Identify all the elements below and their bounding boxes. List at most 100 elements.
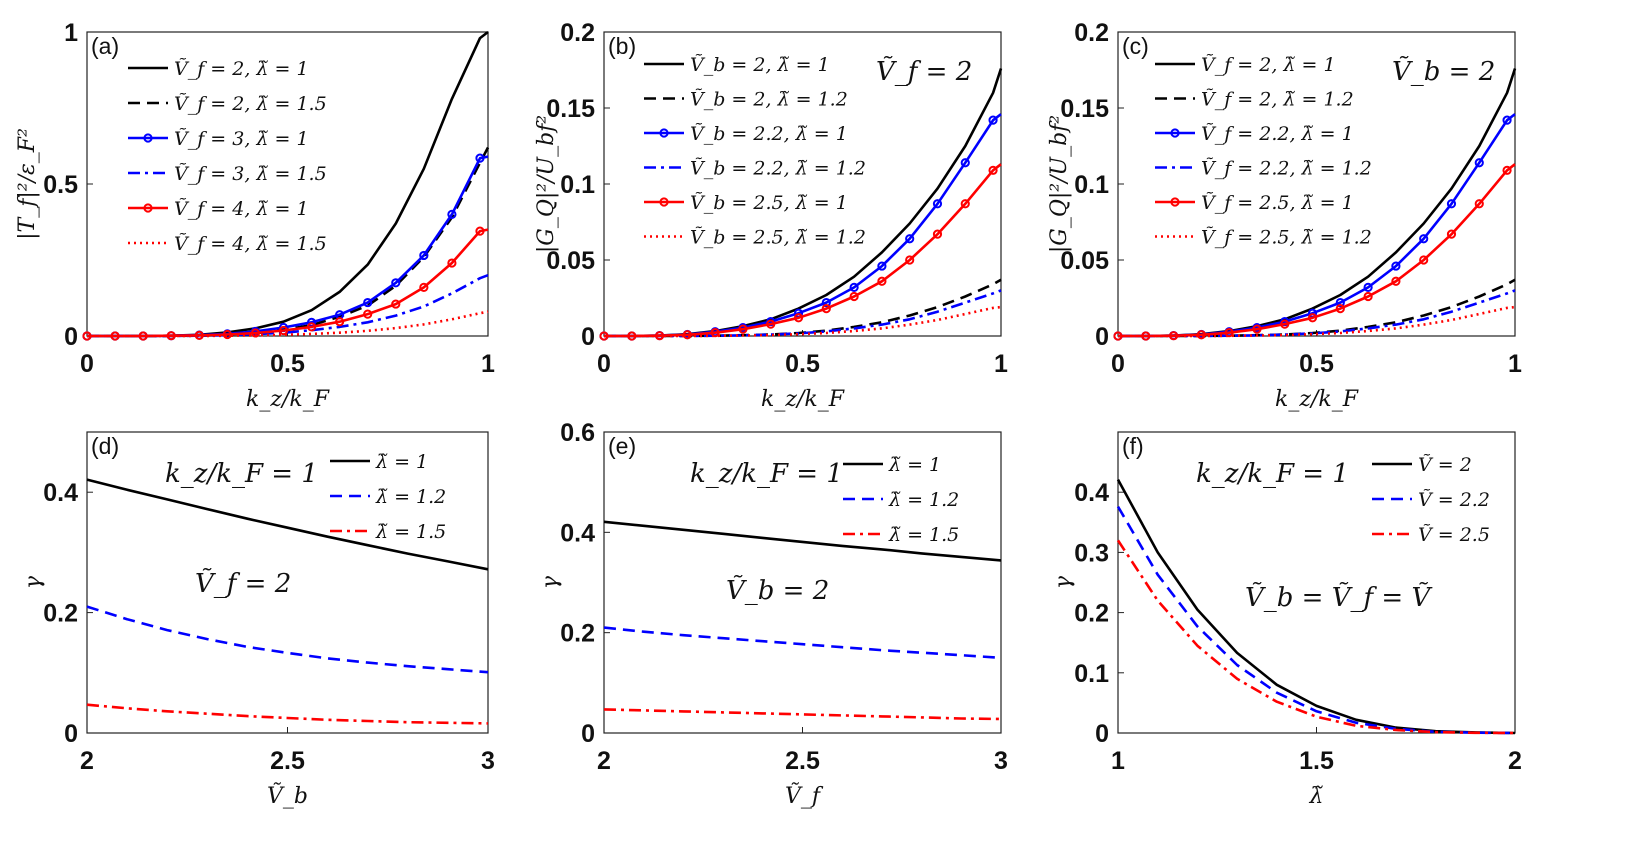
series-line-6 [604, 305, 1002, 338]
y-tick-label: 0 [581, 323, 595, 351]
x-tick-label: 2 [80, 747, 94, 775]
series-line-5 [604, 163, 1002, 338]
x-tick-label: 0 [597, 350, 611, 378]
y-tick-label: 1 [64, 19, 78, 47]
data-point [391, 299, 401, 309]
data-point [1446, 229, 1457, 239]
data-point [278, 325, 289, 336]
y-tick-label: 0.2 [560, 19, 595, 47]
series-line-6 [1118, 305, 1516, 338]
data-point [1391, 261, 1401, 271]
legend-label: Ṽ_f = 2, λ̃ = 1.2 [1201, 89, 1354, 111]
legend-label: λ̃ = 1.5 [375, 521, 446, 543]
data-point [1474, 199, 1484, 209]
series-line-3 [86, 703, 489, 725]
y-axis-label: γ [538, 575, 563, 589]
legend-marker [143, 203, 153, 213]
series-line-2 [604, 278, 1002, 338]
y-tick-label: 0 [581, 720, 595, 748]
data-point [654, 331, 665, 341]
x-axis-label: Ṽ_b [267, 781, 308, 809]
series-line-2 [1118, 278, 1516, 338]
data-point [905, 255, 915, 265]
legend-label: λ̃ = 1.5 [888, 524, 959, 546]
legend: λ̃ = 1 λ̃ = 1.2 λ̃ = 1.5 [330, 451, 446, 543]
data-point [306, 322, 317, 332]
y-axis-label: γ [1051, 575, 1076, 589]
data-point [960, 158, 970, 168]
annotation-secondary: Ṽ_f = 2 [195, 567, 291, 599]
x-tick-label: 1 [481, 350, 495, 378]
legend-label: Ṽ_f = 4, λ̃ = 1.5 [174, 233, 327, 255]
annotation: Ṽ_b = 2 [1392, 55, 1495, 87]
data-point [1113, 331, 1123, 341]
x-tick-label: 1 [1111, 747, 1125, 775]
x-tick-label: 2 [1508, 747, 1522, 775]
y-tick-label: 0.5 [43, 171, 78, 199]
y-tick-label: 0.1 [560, 171, 595, 199]
series-line-3 [1118, 113, 1516, 338]
legend-marker [143, 133, 153, 143]
data-point [932, 229, 943, 239]
legend-marker [1170, 128, 1180, 138]
data-point [905, 234, 915, 244]
data-point [1335, 304, 1345, 314]
x-tick-label: 0.5 [270, 350, 305, 378]
series-line-6 [87, 310, 489, 338]
x-tick-label: 0 [80, 350, 94, 378]
x-tick-label: 2 [597, 747, 611, 775]
data-point [419, 250, 429, 261]
data-point [766, 319, 776, 329]
data-point [475, 153, 485, 163]
y-tick-label: 0.3 [1074, 539, 1109, 567]
data-point [821, 297, 831, 308]
x-axis-label: λ̃ [1309, 784, 1324, 809]
panel-label: (d) [91, 433, 119, 459]
data-point [877, 261, 887, 271]
legend: Ṽ = 2 Ṽ = 2.2 Ṽ = 2.5 [1372, 454, 1490, 546]
series-line-5 [1118, 163, 1516, 338]
panel-a: 0 0.5 1 0 0.5 1 k_z/k_F |T_f|²/ε_F² (a) Ṽ_f = 2, … [15, 19, 495, 412]
panel-label: (a) [91, 33, 119, 59]
y-axis-label: |T_f|²/ε_F² [15, 128, 40, 240]
panel-label: (b) [608, 33, 636, 59]
legend-label: Ṽ = 2.5 [1418, 524, 1490, 546]
legend-marker [659, 128, 669, 138]
data-point [1168, 331, 1179, 341]
x-tick-label: 3 [481, 747, 495, 775]
legend-label: Ṽ_f = 3, λ̃ = 1.5 [174, 163, 327, 185]
y-axis-label: γ [21, 575, 46, 589]
y-tick-label: 0.2 [1074, 19, 1109, 47]
panel-f: 1 1.5 200.10.20.30.4λ̃γ(f)Ṽ = 2Ṽ = 2.2Ṽ = … [1051, 431, 1522, 809]
data-point [988, 115, 998, 125]
x-axis-label: k_z/k_F [1275, 387, 1359, 412]
data-point [1474, 158, 1484, 168]
data-point [1224, 328, 1234, 338]
legend-label: Ṽ_b = 2.2, λ̃ = 1.2 [690, 158, 866, 180]
data-point [710, 328, 720, 338]
panel-b: 0 0.5 1 0 0.05 0.1 0.15 0.2 k_z/k_F |G_Q|²/U_bf² (… [534, 19, 1008, 412]
x-axis-label: k_z/k_F [761, 387, 845, 412]
y-tick-label: 0.05 [546, 247, 595, 275]
y-tick-label: 0 [64, 720, 78, 748]
panel-e: 2 2.5 300.20.40.6Ṽ_fγ(e)λ̃ = 1λ̃ = 1.2λ̃ =… [538, 419, 1008, 809]
series-line-2 [86, 605, 489, 674]
data-point [391, 278, 401, 288]
legend-label: λ̃ = 1.2 [888, 489, 959, 511]
x-tick-label: 0.5 [785, 350, 820, 378]
series-line-5 [87, 228, 489, 338]
data-point [1280, 319, 1290, 329]
data-point [363, 309, 373, 319]
legend-label: Ṽ = 2.2 [1418, 489, 1490, 511]
legend-marker [1170, 197, 1180, 207]
data-point [1363, 282, 1373, 292]
data-point [1335, 297, 1345, 308]
data-point [1307, 313, 1318, 323]
legend-label: Ṽ = 2 [1418, 454, 1472, 476]
y-tick-label: 0.4 [43, 479, 78, 507]
panel-label: (c) [1122, 33, 1149, 59]
legend-label: λ̃ = 1.2 [375, 486, 446, 508]
legend-label: Ṽ_f = 2.2, λ̃ = 1 [1201, 123, 1354, 145]
series-line-3 [604, 113, 1002, 338]
